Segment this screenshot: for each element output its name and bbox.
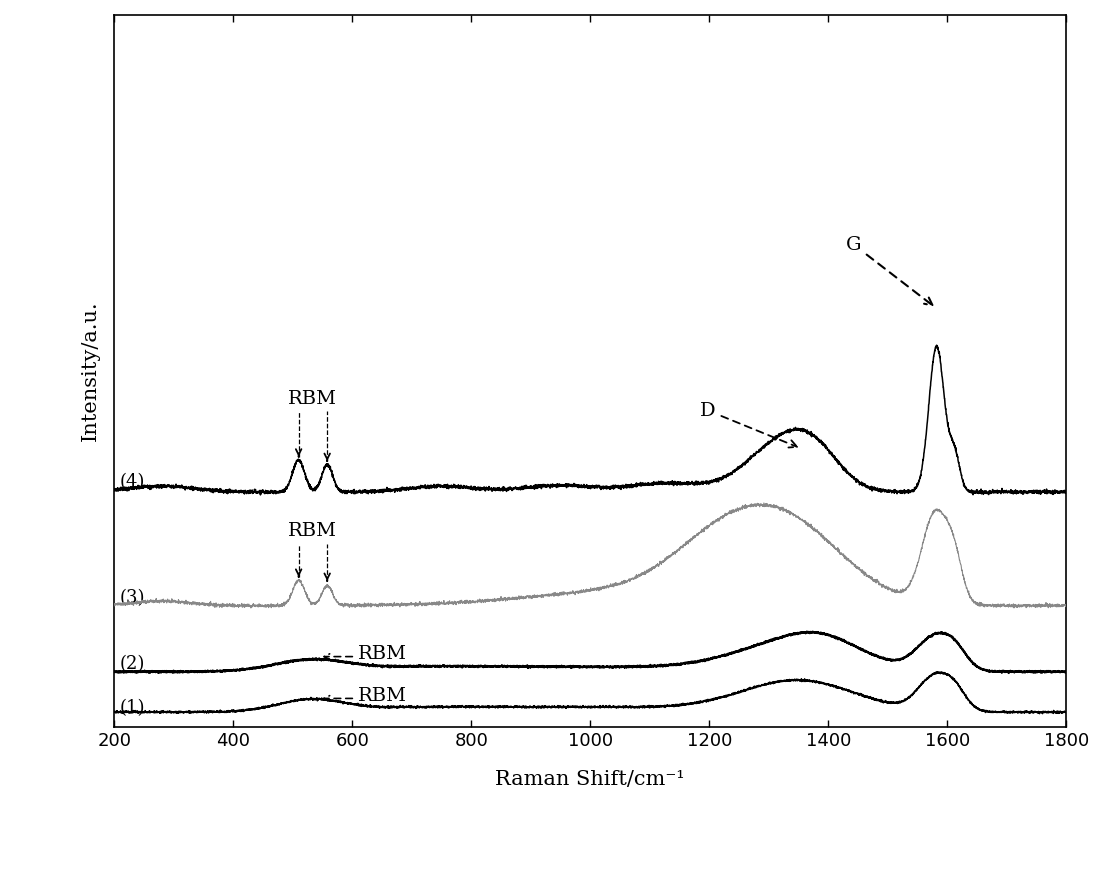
Text: G: G <box>846 236 933 305</box>
Text: RBM: RBM <box>358 687 407 705</box>
Text: (1): (1) <box>120 699 146 717</box>
Y-axis label: Intensity/a.u.: Intensity/a.u. <box>82 301 100 441</box>
Text: (4): (4) <box>120 473 146 491</box>
X-axis label: Raman Shift/cm⁻¹: Raman Shift/cm⁻¹ <box>496 771 686 789</box>
Text: RBM: RBM <box>288 390 338 408</box>
Text: RBM: RBM <box>358 645 407 663</box>
Text: D: D <box>700 401 797 447</box>
Text: (3): (3) <box>120 590 146 607</box>
Text: (2): (2) <box>120 655 146 674</box>
Text: RBM: RBM <box>288 522 338 540</box>
